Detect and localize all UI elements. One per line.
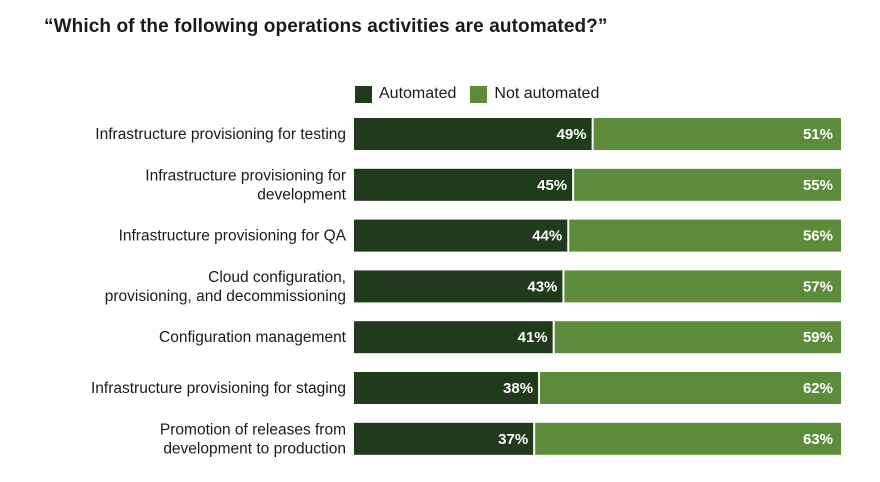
value-label-automated: 43% (527, 278, 557, 295)
chart-title: “Which of the following operations activ… (44, 16, 608, 37)
bar-not-automated (554, 321, 841, 354)
bar-automated (354, 372, 539, 404)
bar-not-automated (574, 168, 841, 201)
bar-automated (354, 219, 568, 252)
bar-not-automated (535, 422, 841, 455)
legend-item-automated: Automated (355, 85, 456, 103)
category-label: Promotion of releases from development to… (160, 421, 346, 457)
value-label-automated: 45% (537, 177, 567, 194)
legend-swatch-automated (355, 85, 372, 103)
bar-automated (354, 321, 553, 354)
category-label: Infrastructure provisioning for developme… (145, 167, 346, 203)
bar-automated (354, 422, 534, 455)
category-label: Cloud configuration, provisioning, and de… (105, 269, 346, 305)
bar-automated (354, 168, 573, 201)
value-label-automated: 44% (532, 228, 562, 245)
category-label: Configuration management (159, 329, 347, 346)
value-label-automated: 49% (557, 126, 587, 143)
value-label-not-automated: 62% (803, 380, 833, 397)
value-label-not-automated: 51% (803, 126, 833, 143)
bar-automated (354, 270, 563, 303)
chart-legend: Automated Not automated (355, 84, 613, 104)
value-label-not-automated: 63% (803, 431, 833, 448)
value-label-automated: 37% (498, 431, 528, 448)
bar-not-automated (540, 372, 841, 404)
bar-not-automated (564, 270, 841, 303)
value-label-not-automated: 59% (803, 329, 833, 346)
legend-label-not-automated: Not automated (494, 85, 600, 102)
value-label-not-automated: 57% (803, 278, 833, 295)
bar-not-automated (593, 118, 841, 150)
value-label-not-automated: 55% (803, 177, 833, 194)
legend-item-not-automated: Not automated (470, 85, 599, 103)
category-label: Infrastructure provisioning for staging (91, 380, 346, 397)
value-label-automated: 41% (518, 329, 548, 346)
value-label-automated: 38% (503, 380, 533, 397)
bar-automated (354, 118, 592, 150)
bar-not-automated (569, 219, 841, 252)
legend-swatch-not-automated (470, 85, 488, 103)
value-label-not-automated: 56% (803, 228, 833, 245)
category-label: Infrastructure provisioning for testing (95, 126, 346, 143)
category-label: Infrastructure provisioning for QA (119, 228, 347, 245)
legend-label-automated: Automated (379, 85, 457, 102)
